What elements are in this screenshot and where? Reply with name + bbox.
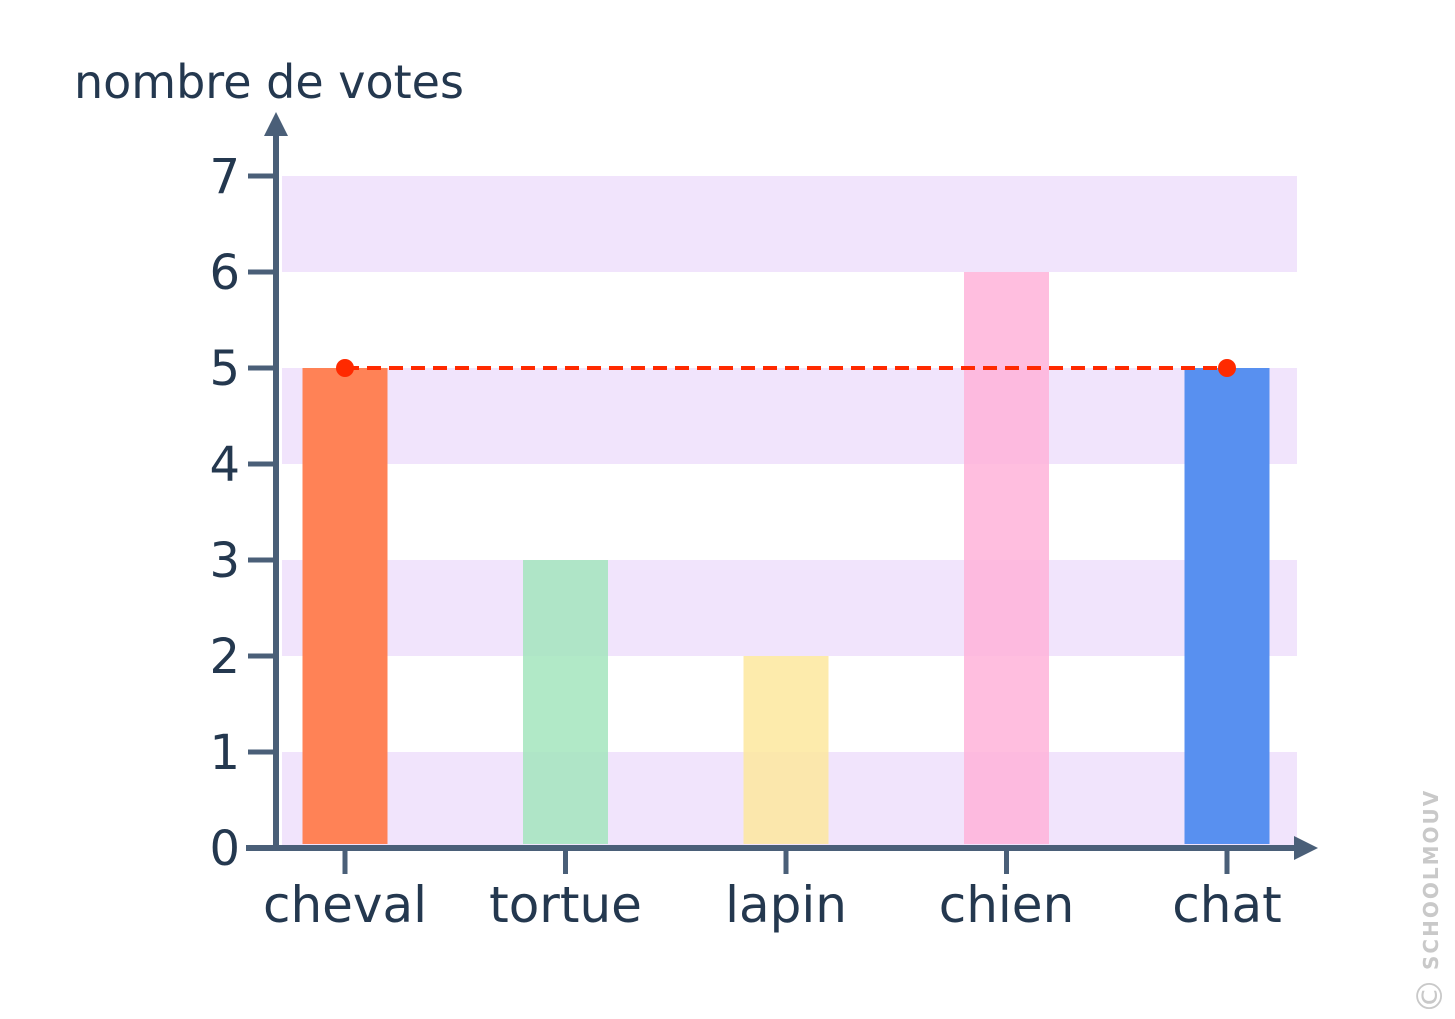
bar-chat xyxy=(1184,368,1270,844)
bar-lapin xyxy=(743,656,829,844)
y-axis-arrow xyxy=(264,112,288,136)
y-tick-label: 1 xyxy=(209,725,240,781)
reference-point-start xyxy=(336,359,354,377)
background-band xyxy=(282,176,1297,272)
reference-line-group xyxy=(336,359,1236,377)
x-tick-label-tortue: tortue xyxy=(489,876,642,934)
y-tick-label: 7 xyxy=(209,149,240,205)
x-tick-label-lapin: lapin xyxy=(725,876,847,934)
y-tick-label: 5 xyxy=(209,341,240,397)
x-tick-label-chien: chien xyxy=(939,876,1075,934)
axes xyxy=(246,112,1318,860)
x-axis-arrow xyxy=(1294,836,1318,860)
bars xyxy=(302,272,1270,844)
y-tick-label: 3 xyxy=(209,533,240,589)
y-tick-label: 4 xyxy=(209,437,240,493)
watermark-copyright-symbol: © xyxy=(1410,976,1451,1014)
background-band xyxy=(282,368,1297,464)
bar-tortue xyxy=(523,560,608,844)
y-tick-label: 2 xyxy=(209,629,240,685)
y-tick-label: 6 xyxy=(209,245,240,301)
watermark-text: SCHOOLMOUV xyxy=(1419,789,1443,970)
y-ticks: 0 1 2 3 4 5 6 7 xyxy=(209,149,276,877)
reference-point-end xyxy=(1218,359,1236,377)
x-tick-label-chat: chat xyxy=(1172,876,1281,934)
watermark: © SCHOOLMOUV xyxy=(1410,789,1451,1014)
y-tick-label: 0 xyxy=(209,821,240,877)
x-ticks: cheval tortue lapin chien chat xyxy=(263,848,1282,934)
bar-chien xyxy=(964,272,1049,844)
y-axis-title: nombre de votes xyxy=(74,55,464,109)
background-band xyxy=(282,560,1297,656)
bar-cheval xyxy=(302,368,388,844)
x-tick-label-cheval: cheval xyxy=(263,876,427,934)
